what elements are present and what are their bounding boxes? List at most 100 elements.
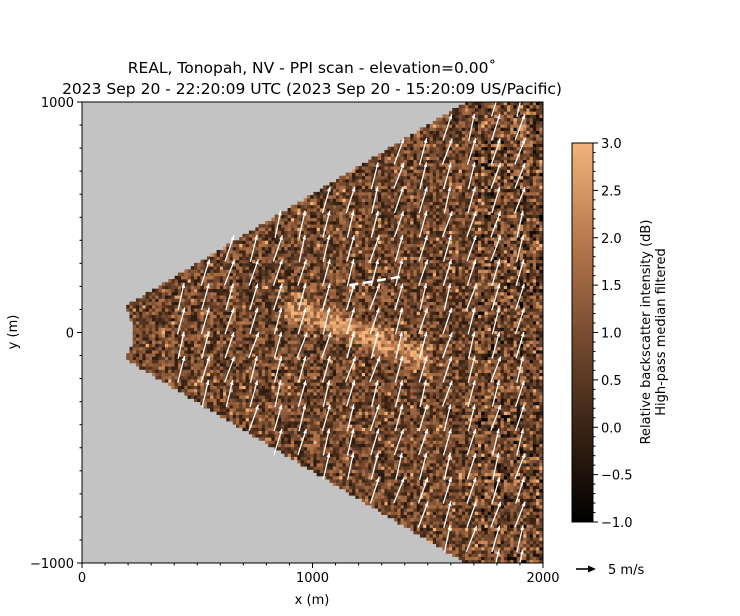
wind-vector — [370, 379, 379, 408]
wind-vector — [516, 355, 524, 383]
wind-vector — [201, 331, 210, 359]
colorbar-tick-label: 2.0 — [601, 232, 622, 247]
wind-vector — [346, 428, 355, 456]
wind-vector — [418, 307, 429, 335]
wind-vector — [395, 452, 403, 480]
wind-vector — [393, 210, 405, 238]
wind-vector — [298, 283, 307, 311]
wind-vector — [345, 380, 356, 408]
wind-vector — [321, 186, 331, 214]
wind-vector — [346, 210, 355, 238]
wind-vector — [490, 356, 502, 383]
wind-vector — [442, 356, 453, 383]
wind-vector — [466, 138, 477, 165]
colorbar-tick-label: −1.0 — [601, 516, 633, 531]
wind-vector — [395, 331, 403, 359]
wind-vector — [297, 355, 307, 383]
wind-vector — [418, 259, 429, 286]
wind-vector — [272, 259, 283, 286]
wind-vectors — [176, 102, 526, 563]
wind-vector — [443, 186, 452, 214]
wind-vector — [466, 210, 477, 238]
wind-vector — [441, 210, 453, 238]
wind-vector — [369, 356, 381, 383]
chart-title-line1: REAL, Tonopah, NV - PPI scan - elevation… — [128, 59, 497, 77]
wind-vector — [322, 379, 331, 408]
wind-vector — [515, 259, 525, 287]
wind-vector — [443, 525, 452, 553]
wind-vector — [322, 355, 331, 383]
wind-vector — [491, 283, 501, 311]
wind-vector — [491, 428, 500, 456]
wind-vector — [200, 259, 211, 286]
wind-vector — [515, 331, 525, 359]
wind-vector — [418, 234, 428, 262]
wind-vector — [370, 259, 379, 287]
wind-vector — [322, 307, 331, 335]
colorbar-gradient — [571, 142, 594, 523]
wind-vector — [468, 113, 476, 142]
wind-vector — [369, 477, 380, 504]
wind-vector — [394, 258, 404, 287]
wind-vector — [370, 331, 379, 359]
wind-vector — [273, 355, 283, 383]
wind-vector — [442, 114, 453, 141]
wind-vector — [297, 428, 308, 456]
colorbar-tick-label: 3.0 — [601, 137, 622, 152]
wind-vector — [273, 331, 283, 359]
wind-vector — [466, 235, 477, 262]
wind-vector — [442, 307, 453, 335]
colorbar-tick-label: 0.0 — [601, 421, 622, 436]
wind-vector — [370, 162, 379, 190]
wind-vector — [514, 307, 525, 335]
wind-vector — [491, 307, 500, 335]
wind-vector — [225, 283, 234, 311]
colorbar-tick-label: 0.5 — [601, 374, 622, 389]
wind-vector — [297, 380, 307, 408]
wind-vector — [515, 477, 525, 504]
wind-vector — [393, 162, 405, 189]
wind-vector — [516, 525, 524, 553]
wind-vector — [417, 477, 429, 504]
wind-vector — [224, 235, 235, 262]
wind-vector — [491, 113, 501, 141]
wind-vector — [296, 332, 308, 359]
wind-vector — [249, 283, 259, 311]
wind-vector — [249, 234, 258, 262]
colorbar-tick-label: 1.0 — [601, 327, 622, 342]
wind-vector — [490, 102, 497, 117]
wind-vector — [369, 235, 380, 262]
wind-vector — [443, 283, 452, 311]
wind-vector — [345, 186, 356, 214]
wind-vector — [514, 114, 526, 141]
wind-vector — [344, 356, 357, 383]
wind-vector — [369, 404, 380, 432]
wind-vector — [321, 404, 331, 432]
wind-vector — [466, 477, 477, 504]
wind-vector — [225, 379, 234, 408]
wind-vector — [322, 259, 331, 287]
wind-vector — [224, 356, 235, 383]
wind-vector — [466, 501, 477, 528]
wind-vector — [273, 283, 283, 311]
wind-vector — [298, 404, 307, 432]
x-tick-label: 2000 — [526, 571, 559, 586]
colorbar-tick-label: 2.5 — [601, 184, 622, 199]
wind-vector — [514, 138, 526, 165]
wind-vector — [346, 234, 355, 262]
wind-vector — [274, 379, 282, 408]
wind-vector — [297, 259, 308, 286]
reference-arrow-label: 5 m/s — [608, 563, 644, 578]
wind-vector — [418, 138, 428, 166]
wind-vector — [490, 235, 502, 262]
wind-vector — [321, 331, 332, 359]
plot-area — [81, 101, 544, 564]
wind-vector — [419, 452, 428, 480]
wind-vector — [224, 307, 235, 335]
wind-vector — [393, 477, 405, 504]
wind-vector — [515, 380, 525, 407]
wind-vector — [177, 283, 186, 311]
wind-vector — [369, 283, 381, 310]
colorbar: 3.0 2.5 2.0 1.5 1.0 0.5 0.0 −0.5 −1.0 Relative b… — [571, 137, 669, 531]
